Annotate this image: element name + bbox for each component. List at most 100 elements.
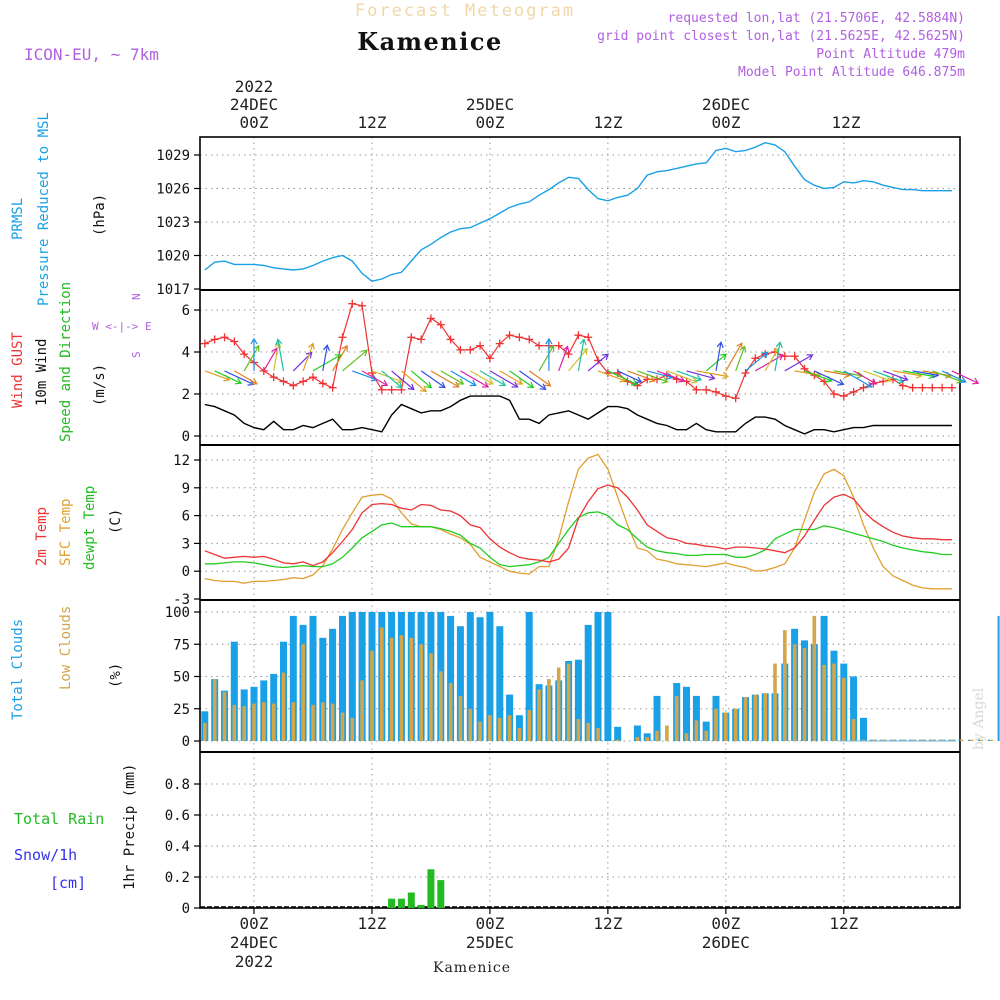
wind-direction-arrow	[234, 370, 258, 385]
low-clouds-bar	[674, 695, 679, 741]
low-clouds-bar	[960, 739, 964, 741]
low-clouds-bar	[989, 739, 994, 741]
total-clouds-bar	[496, 626, 504, 741]
y-tick-label: 6	[182, 509, 190, 525]
y-tick-label: 75	[173, 637, 190, 653]
wind-direction-arrow	[499, 370, 523, 385]
wind-direction-arrow	[764, 348, 779, 372]
low-clouds-bar	[409, 637, 414, 741]
wind-direction-arrowhead	[761, 351, 769, 359]
total-clouds-bar	[594, 612, 602, 741]
low-clouds-bar	[891, 739, 895, 741]
rain-bar	[437, 880, 445, 908]
wind-direction-arrowhead	[334, 354, 342, 361]
y-tick-label: 3	[182, 536, 190, 552]
low-clouds-bar	[507, 715, 512, 741]
total-clouds-bar	[456, 626, 464, 741]
wind-direction-arrow	[784, 354, 813, 372]
wind-direction-arrowhead	[708, 373, 716, 381]
low-clouds-bar	[635, 737, 640, 741]
top-time-axis: 2022 24DEC 00Z 12Z 25DEC 00Z 12Z 26DEC 0…	[230, 77, 861, 132]
total-clouds-bar	[447, 615, 455, 741]
low-clouds-bar	[645, 737, 649, 741]
wind-direction-arrowhead	[486, 378, 494, 385]
total-clouds-bar	[987, 739, 990, 741]
p2-label-wind: 10m Wind	[34, 339, 50, 406]
low-clouds-bar	[940, 739, 944, 741]
top-year-label: 2022	[235, 77, 274, 96]
panel-labels: PRMSL Pressure Reduced to MSL (hPa) Wind…	[10, 112, 152, 892]
y-tick-label: 0.4	[165, 839, 190, 855]
p3-label-dewpt: dewpt Temp	[82, 486, 98, 570]
wind-direction-arrowhead	[544, 380, 552, 387]
wind-direction-arrowhead	[897, 376, 905, 384]
y-tick-label: 0	[182, 734, 190, 750]
top-hour-label: 00Z	[476, 113, 505, 132]
wind-direction-arrow	[843, 370, 872, 388]
wind-direction-arrowhead	[635, 376, 643, 384]
low-clouds-bar	[743, 697, 748, 741]
location-title: Kamenice	[357, 27, 503, 56]
wind-direction-arrowhead	[630, 379, 638, 386]
rain-bar	[388, 898, 396, 908]
wind-direction-arrowhead	[381, 379, 389, 387]
wind-direction-arrow	[686, 370, 715, 379]
wind-direction-arrow	[941, 370, 966, 383]
low-clouds-bar	[851, 719, 856, 741]
low-clouds-bar	[232, 704, 237, 741]
y-tick-label: 0	[182, 901, 190, 917]
low-clouds-bar	[478, 721, 482, 741]
wind-direction-arrow	[263, 348, 278, 372]
wind-direction-arrow	[450, 370, 477, 386]
x-tick-label: 25DEC	[466, 933, 514, 952]
total-clouds-bar	[230, 641, 238, 741]
p2-compass-we: W <-|-> E	[92, 320, 152, 333]
wind-direction-arrowhead	[959, 376, 967, 384]
low-clouds-bar	[360, 680, 364, 741]
low-clouds-bar	[301, 644, 305, 742]
wind-direction-arrow	[627, 370, 656, 382]
y-tick-label: 0.6	[165, 808, 190, 824]
sfc-temp-line	[204, 453, 952, 590]
plot-layer: 1017 1020 1023 1026 1029 0 2 4 6 -3 0 3 6 9 12 0 25 50 75 1…	[156, 136, 1000, 971]
low-clouds-bar	[861, 739, 866, 741]
total-clouds-bar	[339, 615, 346, 741]
wind-direction-arrowhead	[511, 381, 519, 388]
wind-direction-arrow	[312, 354, 342, 372]
temp-2m-line	[204, 484, 952, 567]
x-tick-label: 24DEC	[230, 933, 278, 952]
low-clouds-bar	[792, 644, 797, 742]
wind-line	[204, 395, 952, 435]
wind-direction-arrowhead	[661, 376, 669, 384]
plot-frame	[199, 136, 961, 909]
wind-direction-arrowhead	[865, 381, 873, 388]
low-clouds-bar	[271, 703, 276, 741]
low-clouds-bar	[429, 653, 433, 741]
wind-direction-arrowhead	[395, 376, 404, 384]
chart-supertitle: Forecast Meteogram	[355, 1, 575, 21]
wind-direction-arrowhead	[695, 374, 703, 382]
y-tick-label: 0	[182, 564, 190, 580]
x-tick-label: 12Z	[829, 914, 858, 933]
low-clouds-bar	[615, 739, 620, 741]
wind-direction-arrow	[519, 370, 546, 390]
wind-direction-arrow	[912, 370, 939, 376]
low-clouds-bar	[497, 717, 502, 741]
low-clouds-bar	[842, 677, 846, 741]
total-clouds-bar	[319, 637, 327, 741]
p5-label-snow: Snow/1h	[14, 846, 77, 864]
total-clouds-bar	[850, 676, 858, 741]
total-clouds-bar	[997, 615, 1000, 741]
total-clouds-bar	[289, 615, 297, 741]
wind-direction-arrowhead	[870, 378, 878, 385]
p1-label-pressure: Pressure Reduced to MSL	[36, 112, 52, 306]
total-clouds-bar	[614, 726, 622, 741]
wind-direction-arrowhead	[275, 338, 283, 346]
gridpoint-coords: grid point closest lon,lat (21.5625E, 42…	[597, 29, 965, 44]
low-clouds-bar	[458, 695, 463, 741]
y-tick-label: 1023	[156, 215, 190, 231]
wind-direction-arrow	[705, 353, 727, 372]
low-clouds-bar	[222, 692, 227, 741]
y-tick-label: 0.8	[165, 777, 190, 793]
low-clouds-bar	[311, 704, 315, 741]
